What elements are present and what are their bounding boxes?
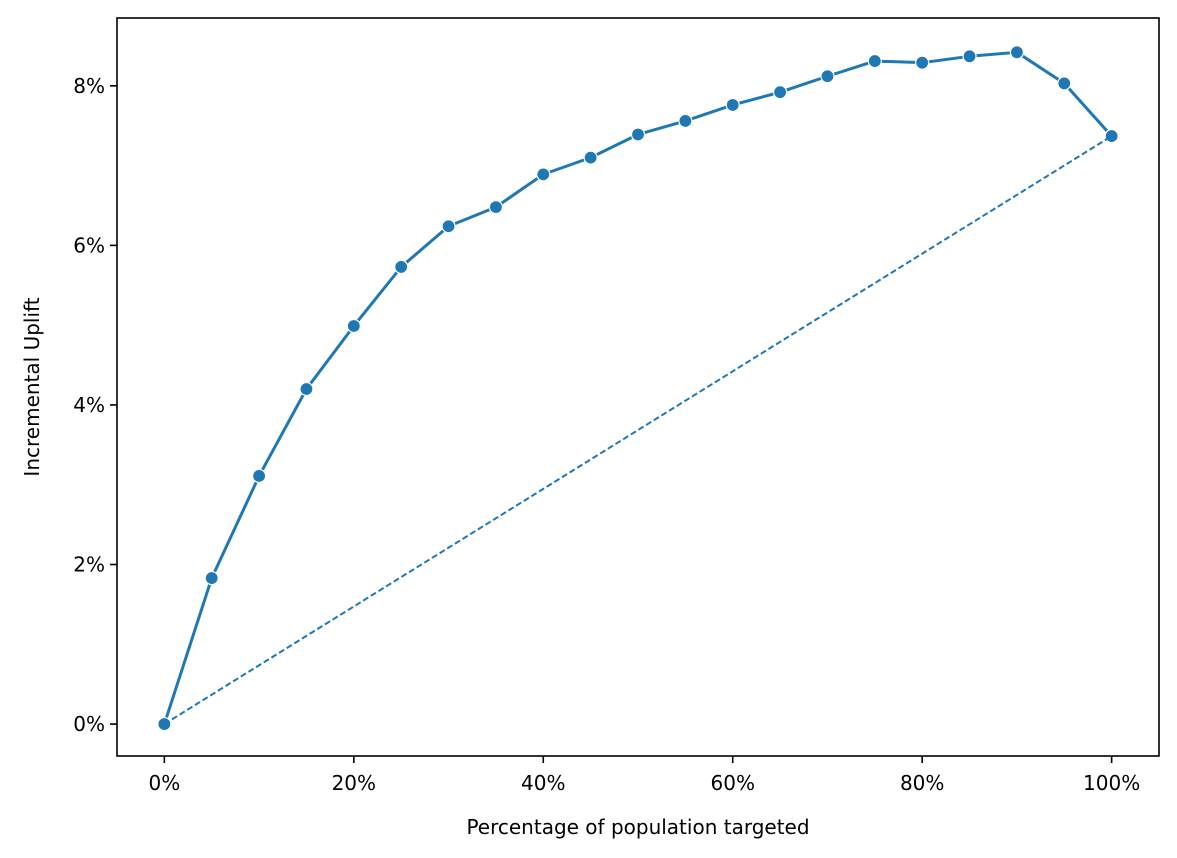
data-point bbox=[441, 219, 456, 234]
x-tick-label: 0% bbox=[148, 771, 180, 795]
data-point bbox=[299, 381, 314, 397]
x-tick-label: 40% bbox=[521, 771, 565, 795]
baseline-dashed-line bbox=[163, 135, 1113, 725]
data-point bbox=[1057, 76, 1072, 91]
x-tick-label: 100% bbox=[1083, 771, 1140, 795]
data-point bbox=[630, 127, 646, 142]
y-tick-label: 8% bbox=[73, 74, 105, 98]
x-axis-label: Percentage of population targeted bbox=[466, 815, 809, 839]
x-tick-label: 60% bbox=[711, 771, 755, 795]
data-point bbox=[346, 318, 361, 334]
data-point bbox=[772, 85, 788, 100]
data-point bbox=[867, 53, 882, 69]
plot-area bbox=[157, 45, 1119, 732]
data-point bbox=[678, 113, 693, 129]
data-point bbox=[915, 55, 930, 70]
y-tick-label: 0% bbox=[73, 712, 105, 736]
data-point bbox=[204, 570, 219, 586]
data-point bbox=[1104, 128, 1119, 144]
y-tick-label: 2% bbox=[73, 553, 105, 577]
y-axis: 0% 2% 4% 6% 8% bbox=[73, 74, 117, 736]
axes-frame bbox=[116, 17, 1160, 757]
data-point bbox=[536, 167, 551, 182]
data-point bbox=[394, 259, 409, 275]
x-tick-label: 20% bbox=[332, 771, 376, 795]
x-tick-label: 80% bbox=[900, 771, 944, 795]
data-point bbox=[962, 49, 977, 64]
data-point bbox=[251, 468, 267, 484]
data-point bbox=[820, 69, 835, 84]
data-point bbox=[583, 150, 598, 165]
data-point bbox=[488, 199, 504, 215]
data-point bbox=[1009, 45, 1025, 60]
x-axis: 0% 20% 40% 60% 80% 100% bbox=[148, 756, 1140, 795]
y-tick-label: 4% bbox=[73, 393, 105, 417]
y-axis-label: Incremental Uplift bbox=[20, 297, 44, 476]
data-point bbox=[725, 97, 740, 113]
y-tick-label: 6% bbox=[73, 233, 105, 257]
